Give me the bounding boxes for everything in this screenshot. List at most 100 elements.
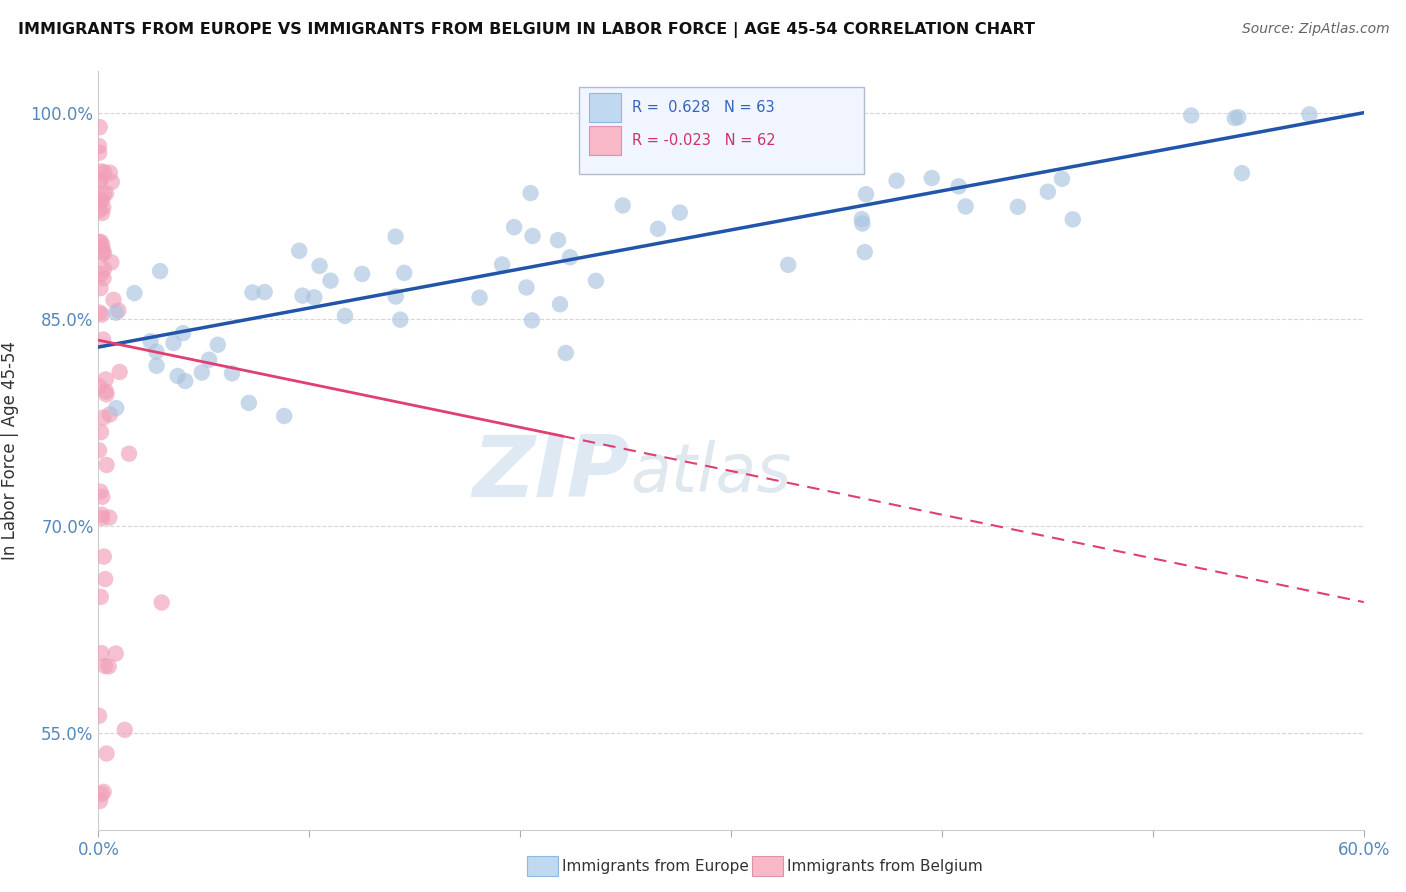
Point bbox=[87, 203, 110, 218]
Point bbox=[91, 490, 114, 504]
Y-axis label: In Labor Force | Age 45-54: In Labor Force | Age 45-54 bbox=[1, 341, 20, 560]
Point bbox=[87, 139, 110, 153]
Point bbox=[100, 175, 122, 189]
Point bbox=[93, 549, 115, 564]
Point bbox=[93, 271, 115, 285]
Point bbox=[162, 336, 184, 351]
Point bbox=[669, 205, 692, 219]
Point bbox=[104, 647, 127, 661]
Point bbox=[91, 244, 114, 258]
Point bbox=[519, 186, 541, 200]
Point bbox=[333, 309, 356, 323]
Point bbox=[238, 396, 260, 410]
Point bbox=[91, 333, 114, 347]
Point bbox=[104, 306, 127, 320]
Point bbox=[191, 366, 214, 380]
Point bbox=[308, 259, 330, 273]
Point bbox=[558, 250, 581, 264]
Point bbox=[352, 267, 374, 281]
Text: R = -0.023   N = 62: R = -0.023 N = 62 bbox=[633, 133, 776, 148]
Point bbox=[319, 274, 342, 288]
Point bbox=[503, 220, 526, 235]
FancyBboxPatch shape bbox=[589, 94, 621, 122]
Point bbox=[166, 368, 188, 383]
Point bbox=[93, 262, 115, 277]
Point bbox=[468, 291, 491, 305]
Point bbox=[103, 293, 125, 307]
Point bbox=[612, 198, 634, 212]
Point bbox=[948, 179, 970, 194]
Point bbox=[89, 174, 111, 188]
Point bbox=[90, 508, 112, 522]
Point bbox=[547, 233, 569, 247]
Point bbox=[778, 258, 800, 272]
Point bbox=[94, 659, 117, 673]
Text: ZIP: ZIP bbox=[472, 432, 630, 515]
Point bbox=[89, 145, 111, 160]
Point bbox=[90, 164, 112, 178]
Point bbox=[98, 510, 121, 524]
Point bbox=[198, 352, 221, 367]
Point bbox=[93, 165, 115, 179]
Point bbox=[1062, 212, 1084, 227]
Point bbox=[491, 258, 513, 272]
Point bbox=[522, 229, 544, 244]
Point bbox=[520, 313, 543, 327]
Point bbox=[647, 222, 669, 236]
Point bbox=[87, 443, 110, 458]
Point bbox=[87, 708, 110, 723]
Point bbox=[89, 195, 111, 210]
Point bbox=[89, 484, 111, 499]
Point bbox=[89, 173, 111, 187]
Point bbox=[98, 408, 121, 422]
Point bbox=[174, 374, 197, 388]
Point bbox=[291, 288, 314, 302]
Point bbox=[1227, 110, 1250, 124]
Point bbox=[91, 193, 114, 207]
Point bbox=[554, 346, 576, 360]
Point bbox=[304, 290, 326, 304]
Point bbox=[90, 308, 112, 322]
Point bbox=[207, 337, 229, 351]
Point bbox=[221, 367, 243, 381]
Point bbox=[851, 212, 873, 227]
Point bbox=[90, 267, 112, 281]
FancyBboxPatch shape bbox=[579, 87, 863, 174]
Point bbox=[853, 245, 876, 260]
Point bbox=[1050, 171, 1073, 186]
Point bbox=[90, 787, 112, 801]
Point bbox=[118, 447, 141, 461]
Point bbox=[107, 303, 129, 318]
Point bbox=[124, 286, 146, 301]
Text: Source: ZipAtlas.com: Source: ZipAtlas.com bbox=[1241, 22, 1389, 37]
Point bbox=[172, 326, 194, 340]
Point bbox=[91, 200, 114, 214]
Point bbox=[955, 199, 977, 213]
Point bbox=[100, 255, 122, 269]
Point bbox=[96, 387, 118, 401]
Point bbox=[384, 229, 406, 244]
Point bbox=[93, 246, 115, 260]
Point bbox=[89, 120, 111, 135]
Point bbox=[1180, 108, 1202, 122]
Point bbox=[97, 659, 120, 673]
Point bbox=[389, 312, 412, 326]
Point bbox=[1230, 166, 1253, 180]
Point bbox=[851, 217, 873, 231]
Point bbox=[139, 334, 162, 349]
Point bbox=[145, 344, 167, 359]
Point bbox=[90, 235, 112, 249]
Point bbox=[1223, 111, 1246, 125]
Point bbox=[90, 590, 112, 604]
Text: Immigrants from Europe: Immigrants from Europe bbox=[562, 859, 749, 873]
Point bbox=[91, 410, 114, 425]
Point bbox=[548, 297, 571, 311]
Text: atlas: atlas bbox=[630, 441, 792, 506]
Point bbox=[89, 281, 111, 295]
Text: Immigrants from Belgium: Immigrants from Belgium bbox=[787, 859, 983, 873]
Point bbox=[273, 409, 295, 423]
Point bbox=[96, 458, 118, 472]
Point bbox=[94, 186, 117, 201]
Point bbox=[93, 187, 115, 202]
Point bbox=[150, 595, 173, 609]
